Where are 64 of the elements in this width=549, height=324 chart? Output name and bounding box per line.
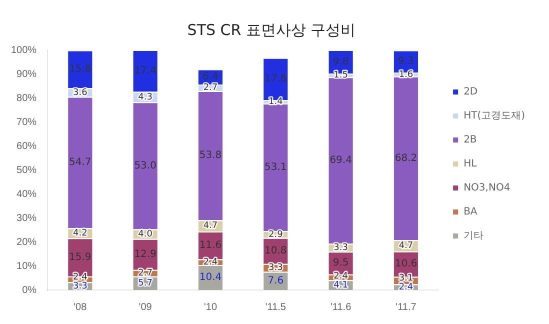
data-label: 9.5 xyxy=(332,258,349,269)
x-tick-label: '09 xyxy=(138,302,152,313)
data-label: 4.7 xyxy=(398,241,414,252)
data-label: 3.3 xyxy=(72,281,88,292)
data-label: 54.7 xyxy=(69,157,92,168)
y-tick-label: 100% xyxy=(11,44,37,56)
data-label: 53.0 xyxy=(134,160,156,172)
data-label: 9.3 xyxy=(398,56,414,67)
y-tick-label: 60% xyxy=(16,140,37,152)
data-label: 2.9 xyxy=(268,230,284,240)
data-label: 2.4 xyxy=(203,258,218,268)
data-label: 4.3 xyxy=(138,92,152,102)
data-label: 11.6 xyxy=(199,240,222,251)
data-label: 4.0 xyxy=(138,229,153,240)
data-label: 12.9 xyxy=(134,248,156,260)
data-label: 7.6 xyxy=(268,275,284,286)
legend-label: 기타 xyxy=(464,230,484,242)
chart-title: STS CR 표면사상 구성비 xyxy=(187,20,356,39)
data-label: 53.1 xyxy=(264,162,287,173)
data-label: 17.6 xyxy=(264,74,287,85)
data-label: 4.1 xyxy=(334,280,348,290)
x-tick-label: '11.5 xyxy=(265,302,286,313)
data-label: 15.8 xyxy=(69,64,92,75)
data-label: 6.4 xyxy=(202,71,218,82)
data-label: 5.7 xyxy=(138,278,152,289)
legend-label: HT(고경도재) xyxy=(464,110,526,122)
legend-label: NO3,NO4 xyxy=(464,182,510,194)
y-tick-label: 10% xyxy=(16,260,37,272)
y-tick-label: 40% xyxy=(16,188,37,200)
data-label: 69.4 xyxy=(330,154,352,166)
data-label: 10.6 xyxy=(394,258,418,270)
data-label: 3.3 xyxy=(334,242,348,253)
x-tick-label: '08 xyxy=(74,302,88,313)
data-label: 9.8 xyxy=(332,56,349,68)
legend-label: 2D xyxy=(464,86,478,98)
data-label: 1.6 xyxy=(398,70,414,80)
y-tick-label: 90% xyxy=(16,68,37,80)
data-label: 3.3 xyxy=(268,263,283,274)
data-label: 2.7 xyxy=(203,83,218,94)
data-label: 68.2 xyxy=(394,152,418,164)
data-label: 1.5 xyxy=(334,70,348,81)
y-tick-label: 80% xyxy=(16,92,37,104)
y-tick-label: 0% xyxy=(22,284,37,296)
x-tick-label: '10 xyxy=(204,302,218,313)
data-label: 17.4 xyxy=(134,65,156,76)
y-tick-label: 70% xyxy=(16,116,37,128)
legend-label: BA xyxy=(464,206,478,218)
legend-label: HL xyxy=(464,158,478,170)
data-label: 1.4 xyxy=(268,97,284,108)
y-tick-label: 20% xyxy=(16,236,37,248)
data-label: 4.2 xyxy=(72,228,88,238)
y-tick-label: 50% xyxy=(16,164,37,176)
legend-label: 2B xyxy=(464,134,477,146)
x-tick-label: '11.7 xyxy=(396,302,417,313)
y-tick-label: 30% xyxy=(16,212,37,224)
data-label: 2.4 xyxy=(398,282,414,292)
data-label: 10.4 xyxy=(199,272,222,284)
data-label: 15.9 xyxy=(69,252,92,263)
x-tick-label: '11.6 xyxy=(330,302,352,313)
data-label: 4.7 xyxy=(203,221,218,232)
data-label: 2.7 xyxy=(138,268,152,278)
data-label: 3.6 xyxy=(72,88,88,98)
data-label: 10.8 xyxy=(264,245,287,256)
data-label: 53.8 xyxy=(199,150,222,162)
